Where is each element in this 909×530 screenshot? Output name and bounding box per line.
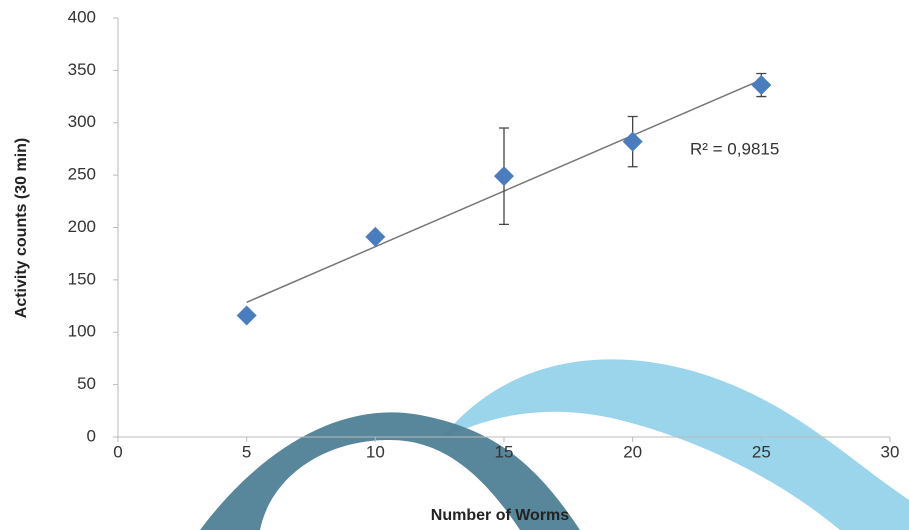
y-axis-title: Activity counts (30 min) <box>13 138 30 318</box>
x-tick-label: 0 <box>113 442 122 461</box>
decoration <box>200 359 909 530</box>
wave-dark <box>200 412 580 530</box>
data-point <box>622 131 643 152</box>
y-tick-label: 0 <box>87 426 96 445</box>
y-tick-label: 400 <box>68 7 96 26</box>
x-tick-label: 10 <box>366 442 385 461</box>
x-tick-label: 30 <box>881 442 900 461</box>
data-point <box>236 305 257 326</box>
y-tick-label: 350 <box>68 60 96 79</box>
y-tick-label: 100 <box>68 322 96 341</box>
x-tick-label: 5 <box>242 442 251 461</box>
y-tick-label: 250 <box>68 165 96 184</box>
wave-light <box>440 359 909 530</box>
y-tick-label: 50 <box>77 374 96 393</box>
data-point <box>751 75 772 96</box>
y-tick-label: 200 <box>68 217 96 236</box>
data-point <box>494 166 514 187</box>
x-tick-label: 25 <box>752 442 771 461</box>
x-tick-label: 15 <box>495 442 514 461</box>
x-tick-label: 20 <box>623 442 642 461</box>
y-tick-label: 150 <box>68 269 96 288</box>
data-point <box>365 226 386 247</box>
annotation: R² = 0,9815 <box>690 139 779 158</box>
y-tick-label: 300 <box>68 112 96 131</box>
x-axis-title: Number of Worms <box>431 507 569 524</box>
